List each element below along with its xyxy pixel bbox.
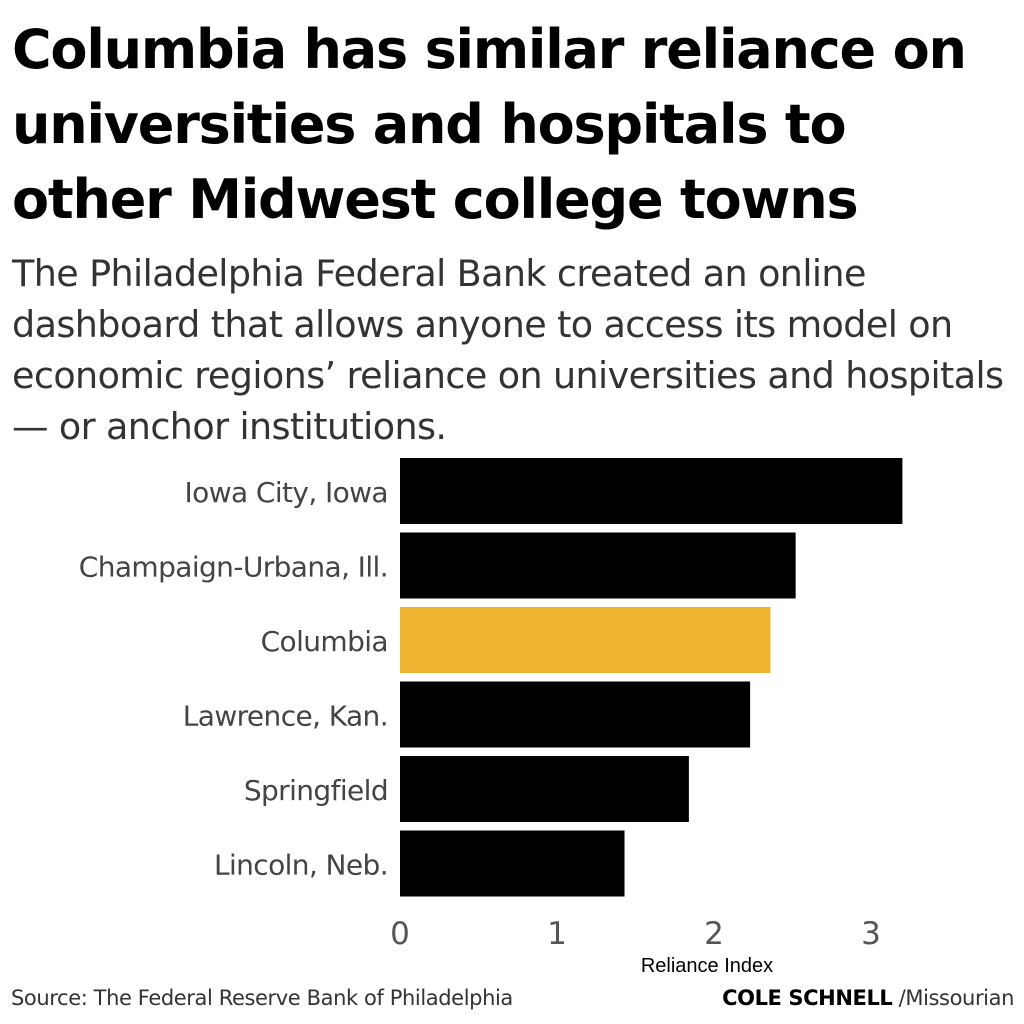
chart-title: Columbia has similar reliance on univers… (12, 18, 967, 231)
x-axis-label: Reliance Index (641, 955, 773, 977)
credit-author: COLE SCHNELL (722, 986, 893, 1010)
credit-outlet: /Missourian (892, 986, 1015, 1010)
category-label-iowa-city-iowa: Iowa City, Iowa (185, 476, 388, 509)
bar-springfield (400, 756, 689, 822)
x-tick-labels-group: 0 1 2 3 (390, 916, 881, 952)
credit-line: COLE SCHNELL /Missourian (722, 986, 1014, 1010)
category-label-lawrence-kan: Lawrence, Kan. (183, 700, 388, 733)
bars-group (400, 458, 903, 897)
bar-lawrence-kan (400, 681, 751, 748)
x-tick-label: 1 (547, 916, 567, 952)
category-label-columbia: Columbia (261, 625, 388, 658)
bar-columbia (400, 607, 771, 673)
bar-lincoln-neb (400, 830, 625, 897)
x-tick-label: 0 (390, 916, 410, 952)
x-tick-label: 2 (704, 916, 724, 952)
category-label-lincoln-neb: Lincoln, Neb. (214, 849, 388, 882)
category-labels-group: Iowa City, Iowa Champaign-Urbana, Ill. Col… (79, 476, 389, 882)
source-note: Source: The Federal Reserve Bank of Phil… (11, 986, 513, 1010)
category-label-springfield: Springfield (244, 774, 388, 807)
x-tick-label: 3 (861, 916, 881, 952)
chart-subtitle: The Philadelphia Federal Bank created an… (12, 252, 1004, 448)
category-label-champaign-urbana-ill: Champaign-Urbana, Ill. (79, 551, 388, 584)
bar-champaign-urbana-ill (400, 532, 796, 599)
bar-iowa-city-iowa (400, 458, 903, 524)
